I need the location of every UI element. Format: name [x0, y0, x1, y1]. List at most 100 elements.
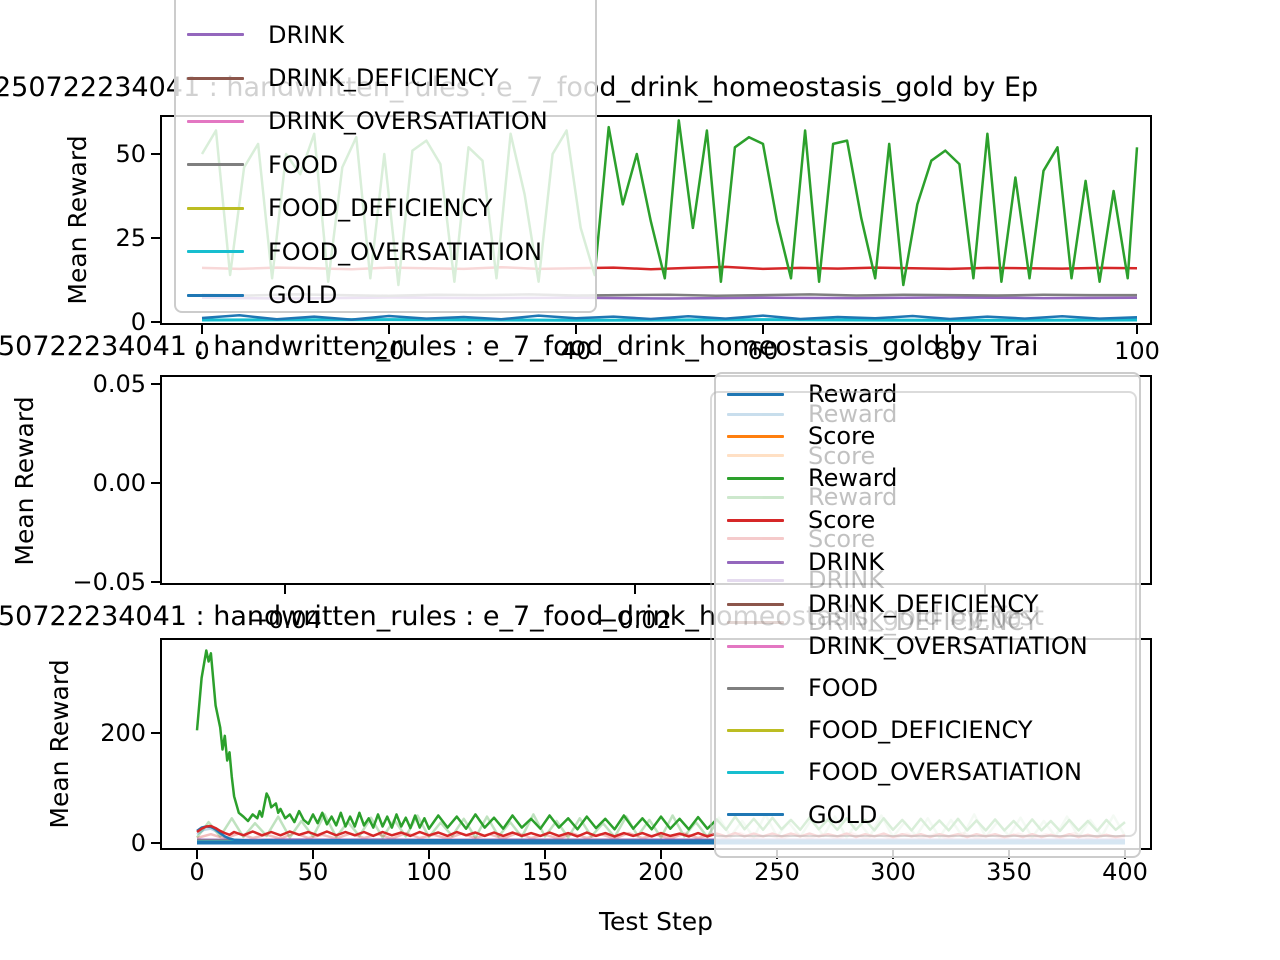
legend-line-swatch — [727, 518, 784, 522]
legend-line-swatch — [727, 644, 784, 648]
legend-entry-label: FOOD_OVERSATIATION — [268, 237, 542, 266]
legend-entry-label: DRINK — [808, 548, 884, 577]
ghost-legend-entry: Score — [716, 441, 1143, 471]
x-tick-mark — [196, 850, 198, 859]
y-tick-mark — [151, 383, 160, 385]
legend-entry: FOOD_OVERSATIATION — [176, 237, 599, 267]
legend-entry-label: DRINK_DEFICIENCY — [808, 608, 1039, 636]
legend-entry-label: FOOD — [808, 674, 879, 703]
legend-line-swatch — [727, 560, 784, 564]
x-tick-label: 60 — [747, 337, 779, 365]
legend-line-swatch — [727, 813, 784, 816]
legend-entry-label: DRINK_OVERSATIATION — [268, 107, 548, 136]
legend-line-swatch — [187, 250, 244, 254]
x-tick-label: −0.04 — [248, 606, 322, 634]
series-gold — [201, 314, 1138, 321]
legend-line-swatch — [187, 206, 244, 210]
x-tick-mark — [388, 325, 390, 334]
legend-entry-label: Reward — [808, 483, 898, 512]
y-tick-label: −0.05 — [72, 568, 146, 596]
legend-entry: DRINK — [716, 547, 1143, 577]
legend-entry: DRINK_DEFICIENCY — [716, 589, 1143, 619]
legend-entry-label: Reward — [808, 400, 898, 428]
legend-line-swatch — [727, 454, 784, 458]
legend-entry: FOOD — [716, 673, 1143, 703]
x-tick-mark — [575, 325, 577, 334]
legend-line-swatch — [727, 770, 784, 774]
y-tick-label: 200 — [100, 719, 146, 747]
legend-line-swatch — [727, 412, 784, 416]
legend-entry-label: FOOD_DEFICIENCY — [268, 194, 493, 223]
legend-entry-label: Score — [808, 441, 876, 470]
ghost-legend-entry: Reward — [716, 482, 1143, 512]
legend-entry-label: DRINK — [808, 566, 884, 595]
legend-entry: FOOD_OVERSATIATION — [716, 757, 1143, 787]
x-tick-label: 0 — [189, 858, 205, 886]
x-tick-mark — [201, 325, 203, 334]
y-tick-mark — [151, 237, 160, 239]
x-tick-mark — [544, 850, 546, 859]
x-tick-mark — [634, 585, 636, 594]
y-tick-label: 50 — [115, 140, 146, 168]
y-tick-mark — [151, 581, 160, 583]
y-tick-mark — [151, 732, 160, 734]
x-tick-mark — [762, 325, 764, 334]
x-tick-label: 40 — [560, 337, 592, 365]
legend-entry: FOOD_DEFICIENCY — [716, 715, 1143, 745]
y-tick-mark — [151, 321, 160, 323]
x-tick-label: 250 — [754, 858, 800, 886]
legend-entry-label: GOLD — [808, 800, 878, 829]
legend-entry-label: Score — [808, 422, 876, 451]
legend-line-swatch — [187, 163, 244, 167]
ghost-legend-entry: Reward — [716, 399, 1143, 429]
legend-entry-label: DRINK_DEFICIENCY — [808, 590, 1039, 619]
legend-entry-label: Reward — [808, 380, 898, 408]
legend-entry-label: FOOD — [268, 150, 339, 179]
legend-line-swatch — [727, 602, 784, 606]
x-tick-label: 150 — [522, 858, 568, 886]
x-axis-label-test-step: Test Step — [598, 907, 714, 936]
x-tick-label: 80 — [934, 337, 966, 365]
x-tick-mark — [312, 850, 314, 859]
legend-entry: DRINK_OVERSATIATION — [176, 106, 599, 136]
legend-line-swatch — [187, 293, 244, 297]
x-tick-label: 350 — [986, 858, 1032, 886]
legend-entry: FOOD — [176, 150, 599, 180]
legend-episode: RewardScoreRewardScoreDRINKDRINK_DEFICIE… — [174, 0, 597, 313]
legend-entry-label: DRINK — [268, 20, 344, 49]
legend-entry-label: FOOD_DEFICIENCY — [808, 716, 1033, 745]
y-tick-mark — [151, 153, 160, 155]
y-tick-mark — [151, 482, 160, 484]
legend-line-swatch — [727, 495, 784, 499]
legend-entry: GOLD — [176, 280, 599, 310]
legend-line-swatch — [727, 476, 784, 480]
legend-entry-label: FOOD_OVERSATIATION — [808, 758, 1082, 787]
legend-entry-label: DRINK_DEFICIENCY — [268, 64, 499, 92]
legend-entry: DRINK — [176, 20, 599, 50]
legend-entry: Score — [716, 505, 1143, 535]
legend-test: Reward Score Reward Score DRINK DRINK_DEFICIE… — [714, 372, 1141, 858]
legend-line-swatch — [727, 620, 784, 624]
legend-entry-label: Score — [808, 506, 876, 535]
legend-line-swatch — [727, 578, 784, 582]
legend-line-swatch — [727, 537, 784, 541]
legend-entry-label: Score — [808, 524, 876, 553]
x-tick-mark — [1136, 325, 1138, 334]
legend-entry: GOLD — [716, 800, 1143, 830]
legend-entry-label: Score — [268, 0, 335, 6]
y-tick-label: 0 — [130, 829, 146, 857]
legend-entry: Reward — [716, 463, 1143, 493]
x-tick-label: 400 — [1102, 858, 1148, 886]
legend-line-swatch — [727, 392, 784, 396]
legend-entry: Reward — [716, 379, 1143, 409]
x-tick-label: 100 — [1114, 337, 1160, 365]
legend-entry-label: Reward — [808, 464, 898, 493]
x-tick-label: 20 — [373, 337, 405, 365]
x-tick-mark — [660, 850, 662, 859]
legend-line-swatch — [727, 728, 784, 732]
legend-line-swatch — [187, 119, 244, 123]
legend-entry: Score — [716, 421, 1143, 451]
x-tick-mark — [284, 585, 286, 594]
ghost-legend-entry: DRINK_DEFICIENCY — [716, 607, 1143, 637]
